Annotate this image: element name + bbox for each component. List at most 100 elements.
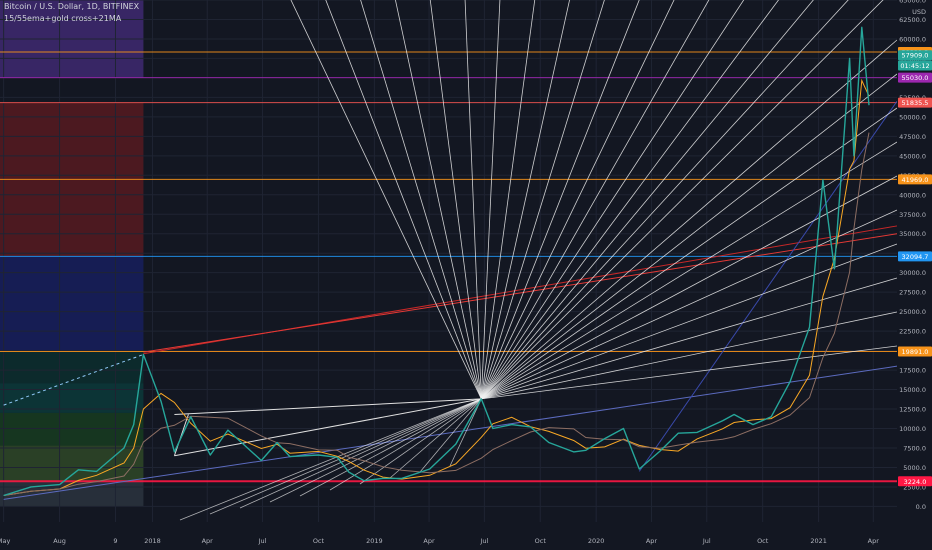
fan-line xyxy=(480,0,745,400)
price-line[interactable] xyxy=(3,26,870,497)
fan-line xyxy=(329,398,482,491)
x-tick-label: 2020 xyxy=(588,537,605,545)
y-axis-panel xyxy=(897,0,932,550)
x-tick-label: Oct xyxy=(535,537,547,545)
y-tick-label: 0.0 xyxy=(916,503,926,511)
x-tick-label: Aug xyxy=(53,537,66,545)
trendline xyxy=(3,354,144,406)
moving-average-line xyxy=(3,78,870,496)
fan-line xyxy=(269,398,482,503)
fan-line xyxy=(480,0,640,400)
x-tick-label: Jul xyxy=(702,537,711,545)
fan-line xyxy=(480,0,675,400)
fan-line xyxy=(481,0,814,400)
x-tick-label: Jul xyxy=(479,537,488,545)
y-tick-label: 40000.0 xyxy=(899,191,926,199)
price-tag-label: 55030.0 xyxy=(902,74,929,82)
y-tick-label: 10000.0 xyxy=(899,425,926,433)
x-axis-panel xyxy=(0,522,932,550)
price-tag xyxy=(898,346,932,357)
price-tag-label: 57909.0 xyxy=(902,52,929,60)
fan-line xyxy=(429,0,482,399)
fan-line xyxy=(481,277,898,400)
trendline xyxy=(173,414,189,456)
price-tag xyxy=(898,50,932,61)
zone-band xyxy=(0,481,144,507)
fan-line xyxy=(481,73,898,400)
y-tick-label: 30000.0 xyxy=(899,269,926,277)
trendline xyxy=(174,398,482,457)
y-tick-label: 17500.0 xyxy=(899,367,926,375)
y-tick-label: 22500.0 xyxy=(899,328,926,336)
fan-line xyxy=(359,398,482,485)
fan-line xyxy=(480,0,780,400)
moving-average-line xyxy=(3,132,870,496)
y-tick-label: 25000.0 xyxy=(899,308,926,316)
price-tag-label: 41969.0 xyxy=(902,176,929,184)
fan-line xyxy=(481,0,849,400)
symbol-title: Bitcoin / U.S. Dollar, 1D, BITFINEX xyxy=(4,2,140,11)
fan-line xyxy=(481,0,884,400)
fan-line xyxy=(480,0,536,399)
fan-line xyxy=(290,0,482,400)
y-tick-label: 60000.0 xyxy=(899,35,926,43)
x-tick-label: Oct xyxy=(757,537,769,545)
x-tick-label: Apr xyxy=(646,537,658,545)
price-tag xyxy=(898,60,932,71)
fan-line xyxy=(419,398,482,473)
x-tick-label: Apr xyxy=(202,537,214,545)
zone-band xyxy=(0,351,144,384)
fan-line xyxy=(481,141,898,400)
price-tag-label: 3224.0 xyxy=(904,478,927,486)
fan-line xyxy=(481,243,898,400)
x-tick-label: 2019 xyxy=(366,537,383,545)
zone-band xyxy=(0,383,144,413)
trendline xyxy=(638,100,898,472)
fan-line xyxy=(325,0,482,400)
y-tick-label: 37500.0 xyxy=(899,211,926,219)
x-tick-label: Apr xyxy=(868,537,880,545)
x-tick-label: Jul xyxy=(258,537,267,545)
fan-line xyxy=(239,398,482,509)
fan-line xyxy=(395,0,482,399)
y-tick-label: 2500.0 xyxy=(903,483,926,491)
price-tag xyxy=(898,174,932,185)
fan-line xyxy=(481,311,898,400)
y-tick-label: 7500.0 xyxy=(903,444,926,452)
price-tag xyxy=(898,476,932,487)
fan-line xyxy=(480,0,710,400)
y-tick-label: 62500.0 xyxy=(899,16,926,24)
y-tick-label: 35000.0 xyxy=(899,230,926,238)
currency-label: USD xyxy=(912,8,926,16)
x-tick-label: 2018 xyxy=(144,537,161,545)
fan-line xyxy=(481,107,898,400)
fan-line xyxy=(299,398,482,497)
price-tag xyxy=(898,72,932,83)
x-tick-label: 9 xyxy=(113,537,117,545)
trendline xyxy=(174,398,482,415)
zone-band xyxy=(0,256,144,352)
fan-line xyxy=(481,345,898,400)
y-tick-label: 15000.0 xyxy=(899,386,926,394)
x-tick-label: 2021 xyxy=(810,537,827,545)
y-tick-label: 50000.0 xyxy=(899,113,926,121)
fan-line xyxy=(389,398,482,479)
price-tag-label: 19891.0 xyxy=(902,348,929,356)
fan-line xyxy=(464,0,482,399)
fan-line xyxy=(480,0,570,399)
zone-band xyxy=(0,412,144,446)
fan-line xyxy=(449,398,482,467)
fan-line xyxy=(480,0,605,400)
fan-line xyxy=(481,39,898,400)
price-tag-label: 32094.7 xyxy=(902,253,929,261)
price-tag-label: 51835.5 xyxy=(902,99,929,107)
trendline xyxy=(3,365,898,500)
fan-line xyxy=(360,0,482,400)
fan-line xyxy=(481,209,898,400)
x-tick-label: May xyxy=(0,537,11,545)
y-tick-label: 5000.0 xyxy=(903,464,926,472)
price-tag xyxy=(898,251,932,262)
fan-line xyxy=(209,398,482,515)
